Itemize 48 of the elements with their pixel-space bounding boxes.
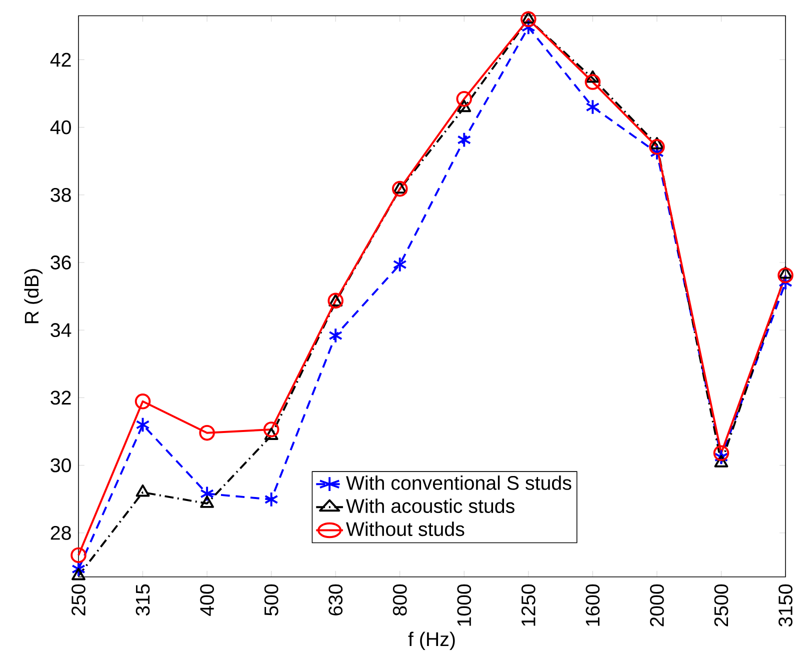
- point: [134, 394, 151, 410]
- x-tick-label: 2500: [714, 584, 728, 627]
- x-tick-label: 1600: [586, 584, 600, 626]
- point: [584, 74, 601, 90]
- point: [778, 268, 794, 284]
- point: [263, 422, 280, 438]
- point: [650, 144, 664, 161]
- point: [457, 132, 472, 148]
- x-tick-label: 250: [72, 584, 86, 616]
- legend-label: With conventional S studs: [346, 476, 572, 490]
- x-tick-label: 1250: [521, 584, 536, 626]
- point: [714, 450, 728, 466]
- point: [200, 486, 214, 502]
- point: [713, 445, 730, 462]
- y-tick-label: 36: [50, 256, 71, 270]
- y-tick-label: 40: [50, 120, 71, 134]
- x-tick-label: 630: [328, 584, 343, 616]
- x-tick-label: 400: [200, 584, 214, 616]
- x-tick-label: 800: [392, 584, 407, 616]
- y-tick-label: 34: [50, 323, 72, 338]
- point: [70, 548, 86, 564]
- x-tick-label: 315: [136, 584, 150, 616]
- y-axis-title: R (dB): [24, 269, 43, 324]
- point: [778, 274, 792, 291]
- x-tick-label: 2000: [650, 584, 664, 627]
- point: [649, 139, 665, 156]
- x-tick-label: 1000: [457, 584, 472, 626]
- y-tick-label: 38: [50, 188, 71, 202]
- point: [328, 328, 343, 344]
- point: [392, 256, 407, 273]
- legend-label: Without studs: [346, 522, 464, 536]
- point: [392, 181, 408, 197]
- x-axis-title: f (Hz): [408, 632, 455, 650]
- legend-label: With acoustic studs: [346, 498, 514, 514]
- x-tick-label: 3150: [778, 584, 792, 627]
- point: [586, 99, 600, 116]
- point: [199, 425, 215, 441]
- x-tick-label: 500: [264, 584, 278, 616]
- point: [520, 11, 536, 28]
- point: [72, 561, 86, 578]
- y-tick-label: 32: [50, 390, 71, 405]
- point: [136, 417, 150, 433]
- point: [264, 492, 278, 508]
- y-tick-label: 28: [50, 526, 71, 540]
- y-tick-label: 30: [50, 458, 71, 472]
- point: [521, 20, 536, 36]
- y-tick-label: 42: [50, 53, 71, 67]
- point: [456, 91, 472, 108]
